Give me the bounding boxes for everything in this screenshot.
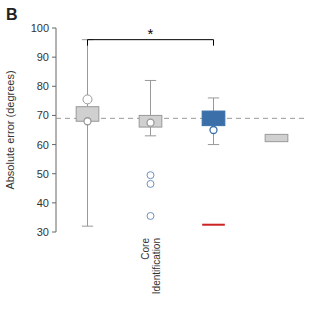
- median: [84, 118, 91, 125]
- y-tick: [52, 173, 56, 174]
- whisker-cap: [208, 97, 219, 98]
- x-tick-label-line: Core: [140, 238, 151, 260]
- y-tick: [52, 202, 56, 203]
- y-tick: [52, 115, 56, 116]
- significance-label: *: [148, 25, 154, 42]
- whisker: [150, 80, 151, 115]
- y-tick-label: 80: [37, 80, 49, 92]
- y-tick-label: 70: [37, 109, 49, 121]
- plot-area: [56, 40, 308, 227]
- median: [147, 119, 154, 126]
- outlier: [147, 172, 154, 179]
- y-tick-label: 30: [37, 226, 49, 238]
- y-tick: [52, 57, 56, 58]
- outlier: [147, 212, 154, 219]
- y-tick-label: 40: [37, 197, 49, 209]
- y-tick: [52, 144, 56, 145]
- box: [265, 134, 288, 141]
- title: B: [6, 6, 18, 23]
- whisker: [213, 98, 214, 111]
- y-tick-label: 50: [37, 168, 49, 180]
- y-tick: [52, 86, 56, 87]
- outlier: [202, 224, 225, 226]
- whisker-cap: [82, 226, 93, 227]
- outlier: [147, 180, 154, 187]
- y-tick: [52, 232, 56, 233]
- whisker-cap: [145, 80, 156, 81]
- y-axis-label: Absolute error (degrees): [4, 70, 16, 189]
- median: [210, 127, 217, 134]
- mean: [83, 95, 92, 104]
- whisker: [87, 121, 88, 226]
- whisker: [150, 127, 151, 136]
- x-tick-label-line: Identification: [151, 238, 162, 294]
- y-tick-label: 100: [31, 22, 49, 34]
- y-axis-line: [56, 28, 57, 232]
- y-tick-label: 60: [37, 139, 49, 151]
- y-tick: [52, 28, 56, 29]
- box: [202, 111, 225, 126]
- x-tick-label: CoreIdentification: [140, 238, 162, 295]
- whisker-cap: [145, 135, 156, 136]
- y-tick-label: 90: [37, 51, 49, 63]
- whisker-cap: [208, 144, 219, 145]
- box: [139, 115, 162, 127]
